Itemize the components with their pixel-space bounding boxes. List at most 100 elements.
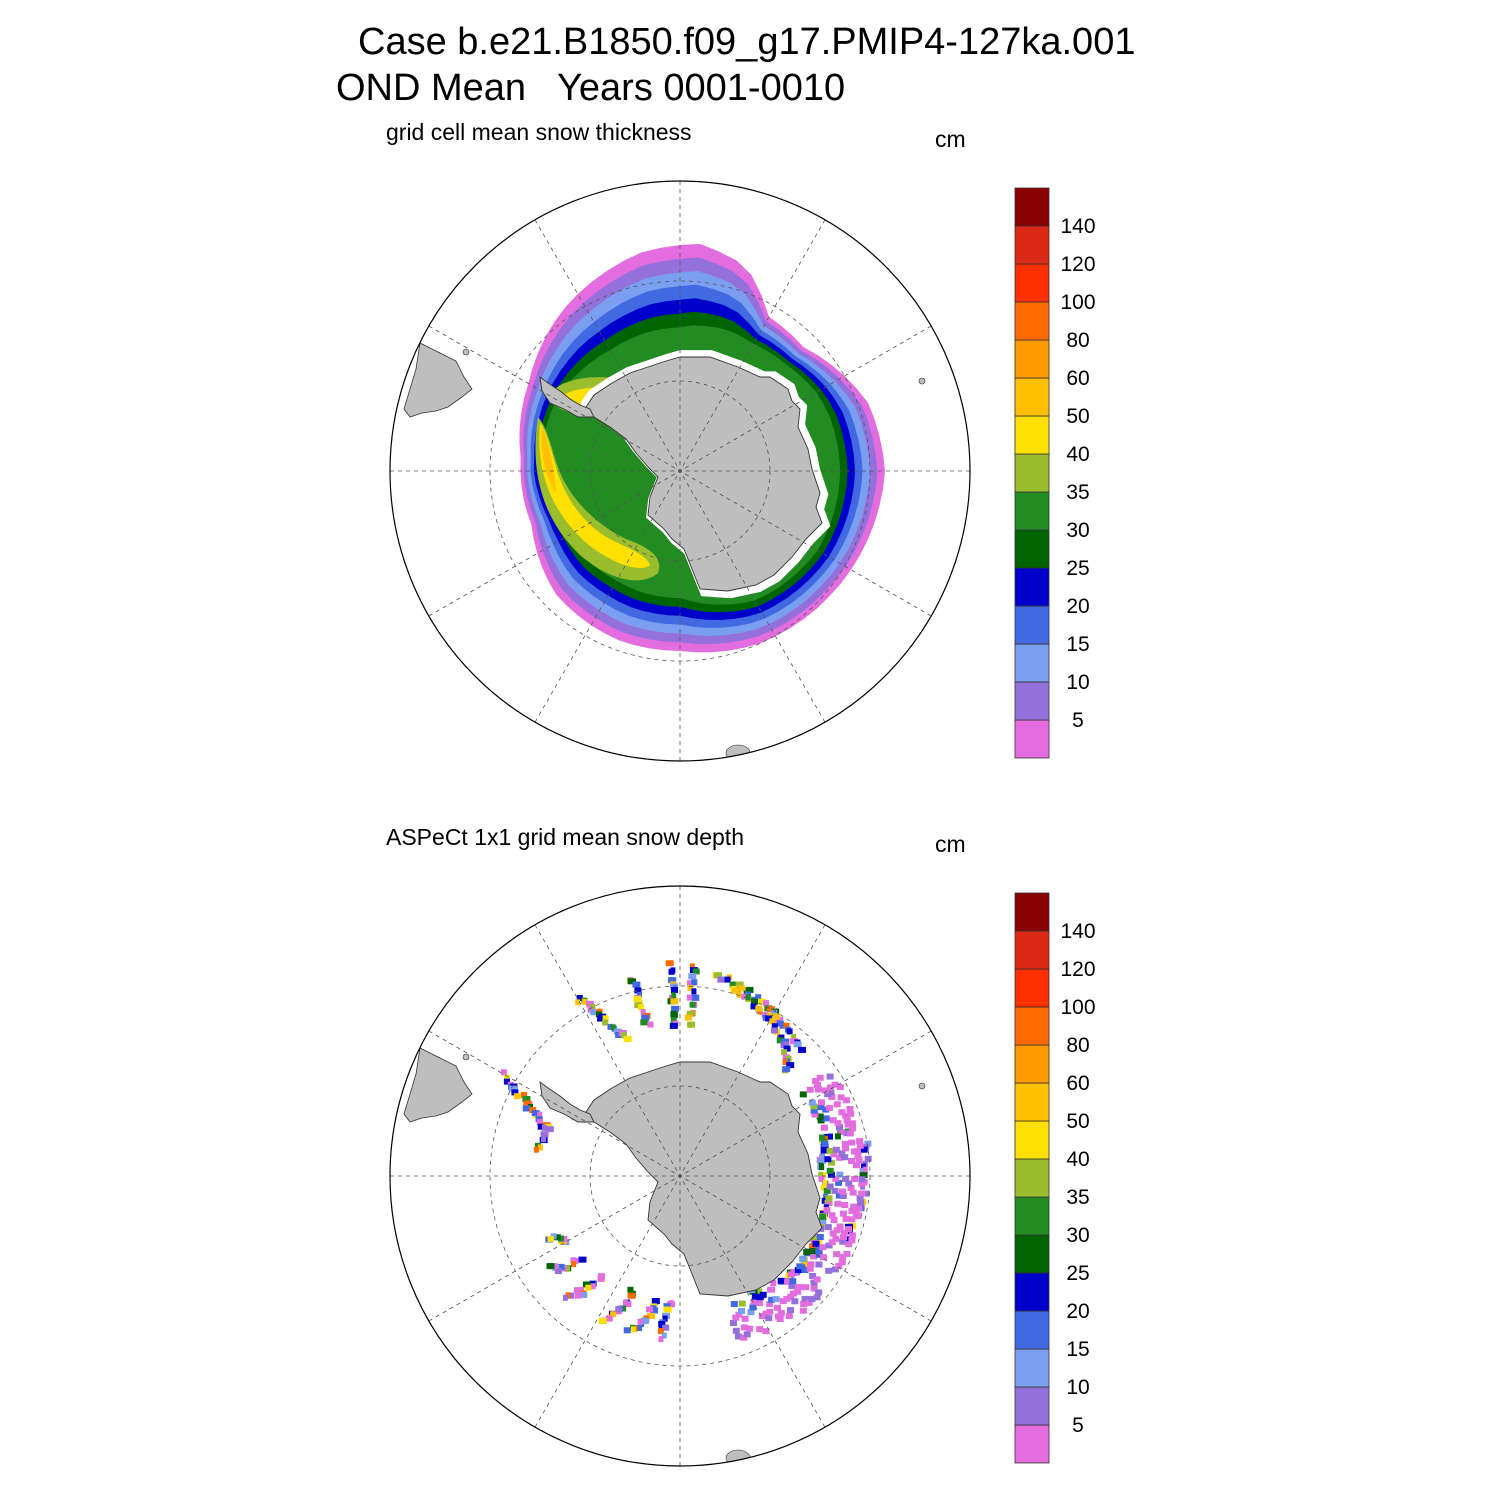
antarctic-peninsula <box>539 1080 595 1123</box>
ship-observation-cell <box>858 1180 866 1187</box>
ship-observation-cell <box>841 1229 848 1236</box>
ship-observation-cell <box>546 1263 555 1270</box>
ship-observation-cell <box>540 1131 548 1138</box>
ship-observation-cell <box>848 1139 856 1146</box>
ship-observation-cell <box>598 1317 607 1324</box>
ship-observation-cell <box>851 1176 859 1182</box>
ship-observation-cell <box>849 1125 857 1132</box>
ship-observation-cell <box>732 1327 740 1334</box>
colorbar-tick-label: 100 <box>1060 996 1095 1019</box>
ship-observation-cell <box>835 1262 843 1269</box>
colorbar-swatch <box>1014 1120 1050 1160</box>
ship-observation-cell <box>671 1005 679 1012</box>
ship-observation-cell <box>815 1246 823 1253</box>
ship-observation-cell <box>602 1015 609 1022</box>
ship-observation-cell <box>768 1296 776 1303</box>
ship-observation-cell <box>806 1086 814 1093</box>
ship-observation-cell <box>853 1213 861 1220</box>
ship-observation-cell <box>841 1202 849 1208</box>
ship-observation-cell <box>738 1308 745 1314</box>
ship-observation-cell <box>839 1238 847 1245</box>
ship-observation-cell <box>745 986 754 993</box>
meridian-line <box>428 1030 932 1322</box>
ship-observation-cell <box>828 1212 836 1219</box>
ship-observation-cell <box>840 1234 847 1241</box>
ship-observation-cell <box>667 1301 675 1308</box>
ship-observation-cell <box>824 1224 832 1231</box>
ship-observation-cell <box>663 1303 671 1310</box>
ship-observation-cell <box>597 1015 605 1022</box>
colorbar-tick-label: 50 <box>1066 405 1089 428</box>
ship-observation-cell <box>822 1106 830 1113</box>
ship-observation-cell <box>849 1216 856 1223</box>
ship-observation-cell <box>828 1239 836 1246</box>
ship-observation-cell <box>634 987 642 994</box>
ship-observation-cell <box>684 1014 692 1021</box>
snow-high-region-bellingshausen <box>541 427 556 493</box>
ship-observation-cell <box>613 1028 622 1035</box>
ship-observation-cell <box>859 1172 868 1179</box>
ship-observation-cell <box>670 1017 677 1024</box>
ship-observation-cell <box>828 1094 836 1100</box>
ship-observation-cell <box>848 1208 856 1214</box>
ship-observation-cell <box>810 1107 818 1114</box>
ship-observation-cell <box>827 1171 835 1178</box>
panel2-polar-map <box>389 885 971 1467</box>
ship-observation-cell <box>820 1184 829 1191</box>
ship-observation-cell <box>842 1215 850 1222</box>
ship-observation-cell <box>770 1280 777 1287</box>
ship-observation-cell <box>802 1284 810 1291</box>
ship-observation-cell <box>790 1038 799 1045</box>
colorbar-tick-label: 10 <box>1066 671 1089 694</box>
ship-observation-cell <box>819 1244 827 1251</box>
ship-observation-cell <box>537 1144 543 1151</box>
ship-observation-cell <box>794 1288 802 1295</box>
colorbar-swatch <box>1014 605 1050 645</box>
ship-observation-cell <box>855 1204 863 1211</box>
ship-observation-cell <box>627 1286 634 1293</box>
ship-observation-cell <box>730 1301 738 1307</box>
ship-observation-cell <box>686 1010 695 1017</box>
colorbar-tick-label: 5 <box>1072 1414 1084 1437</box>
ship-observation-cell <box>825 1242 833 1249</box>
colorbar-tick-label: 20 <box>1066 1300 1089 1323</box>
map-overlay <box>389 180 971 762</box>
ship-observation-cell <box>827 1089 835 1096</box>
ship-observation-cell <box>615 1306 622 1313</box>
ship-observation-cell <box>846 1106 854 1112</box>
ship-observation-cell <box>757 1288 763 1295</box>
ship-observation-cell <box>823 1206 831 1213</box>
ship-observation-cell <box>789 1278 797 1285</box>
ship-observation-cell <box>771 1023 778 1030</box>
ship-observation-cell <box>835 1179 843 1186</box>
ship-observation-cell <box>776 1037 784 1044</box>
ship-observation-cell <box>856 1138 864 1145</box>
ship-observation-cell <box>765 1015 773 1022</box>
map-boundary <box>389 180 971 762</box>
colorbar-swatch <box>1014 930 1050 970</box>
falkland-islands <box>462 1053 470 1061</box>
colorbar-swatch <box>1014 263 1050 303</box>
ship-observation-cell <box>724 976 731 983</box>
colorbar-tick-label: 60 <box>1066 367 1089 390</box>
ship-observation-cell <box>537 1119 543 1125</box>
ship-observation-cell <box>847 1185 855 1191</box>
ship-observation-cell <box>845 1226 852 1233</box>
ship-observation-cell <box>762 1328 770 1335</box>
colorbar-swatch <box>1014 567 1050 607</box>
ship-observation-cell <box>796 1263 804 1270</box>
ship-observation-cell <box>615 1032 623 1038</box>
ship-observation-cell <box>671 987 678 993</box>
ship-observation-cell <box>634 1325 642 1331</box>
ship-observation-cell <box>806 1265 814 1272</box>
colorbar-swatch <box>1014 1044 1050 1084</box>
ship-observation-cell <box>783 1045 791 1052</box>
ship-observation-cell <box>842 1097 850 1104</box>
ship-observation-cell <box>848 1237 856 1244</box>
ship-observation-cell <box>823 1187 831 1194</box>
ship-observation-cell <box>735 1311 743 1318</box>
ship-observation-cell <box>777 1310 785 1316</box>
ship-observation-cell <box>824 1156 832 1163</box>
ship-observation-cell <box>795 1284 803 1290</box>
ship-observation-cell <box>767 1286 776 1293</box>
